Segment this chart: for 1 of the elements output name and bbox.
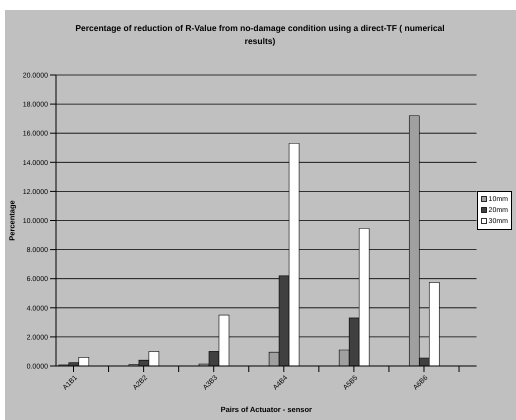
chart-title: Percentage of reduction of R-Value from no-damage condition using a direct-TF ( numerical results) (74, 22, 446, 48)
